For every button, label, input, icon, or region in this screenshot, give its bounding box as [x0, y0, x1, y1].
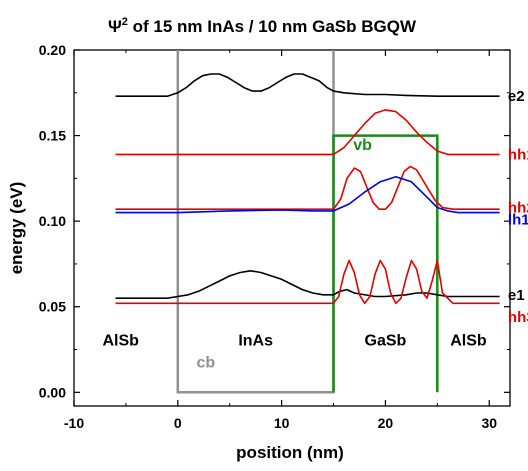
- region-label: AlSb: [102, 332, 139, 349]
- region-label: GaSb: [365, 332, 407, 349]
- y-axis-label: energy (eV): [7, 182, 26, 275]
- x-tick-label: 20: [378, 415, 394, 431]
- series-line-e2: [115, 73, 500, 97]
- series-label-hh3: hh3: [508, 309, 528, 326]
- region-label: InAs: [238, 332, 273, 349]
- series-label-hh2: hh2: [508, 199, 528, 216]
- y-tick-label: 0.00: [39, 384, 66, 400]
- chart-title: Ψ2 of 15 nm InAs / 10 nm GaSb BGQW: [108, 16, 417, 36]
- region-label: cb: [197, 355, 216, 372]
- x-tick-label: -10: [64, 415, 84, 431]
- x-tick-label: 0: [174, 415, 182, 431]
- region-label: vb: [353, 137, 372, 154]
- series-line-hh3: [115, 259, 500, 305]
- y-tick-label: 0.15: [39, 128, 66, 144]
- plot-frame: [73, 49, 511, 407]
- title-superscript: 2: [122, 16, 128, 28]
- y-tick-label: 0.05: [39, 299, 66, 315]
- series-line-e1: [115, 270, 500, 299]
- plot-area: -10 0 10 20 30 0.00 0.05 0.10 0.15 0.20 e2 hh1 hh2lh…: [39, 42, 528, 431]
- x-tick-label: 10: [274, 415, 290, 431]
- series-label-e2: e2: [508, 88, 525, 105]
- y-tick-label: 0.20: [39, 42, 66, 58]
- series-label-hh1: hh1: [508, 146, 528, 163]
- series-line-hh2: [115, 165, 500, 210]
- series-line-hh1: [115, 109, 500, 156]
- series-label-lh1: lh1: [508, 211, 528, 228]
- region-label: AlSb: [450, 332, 487, 349]
- title-text: of 15 nm InAs / 10 nm GaSb BGQW: [128, 17, 417, 36]
- x-tick-label: 30: [481, 415, 497, 431]
- series-label-e1: e1: [508, 287, 525, 304]
- y-tick-label: 0.10: [39, 213, 66, 229]
- series-line-lh1: [115, 175, 500, 214]
- svg-text:Ψ2 of 15 nm InAs / 10 nm GaSb: Ψ2 of 15 nm InAs / 10 nm GaSb BGQW: [108, 16, 417, 36]
- x-axis-label: position (nm): [236, 443, 344, 462]
- title-prefix: Ψ: [108, 17, 122, 36]
